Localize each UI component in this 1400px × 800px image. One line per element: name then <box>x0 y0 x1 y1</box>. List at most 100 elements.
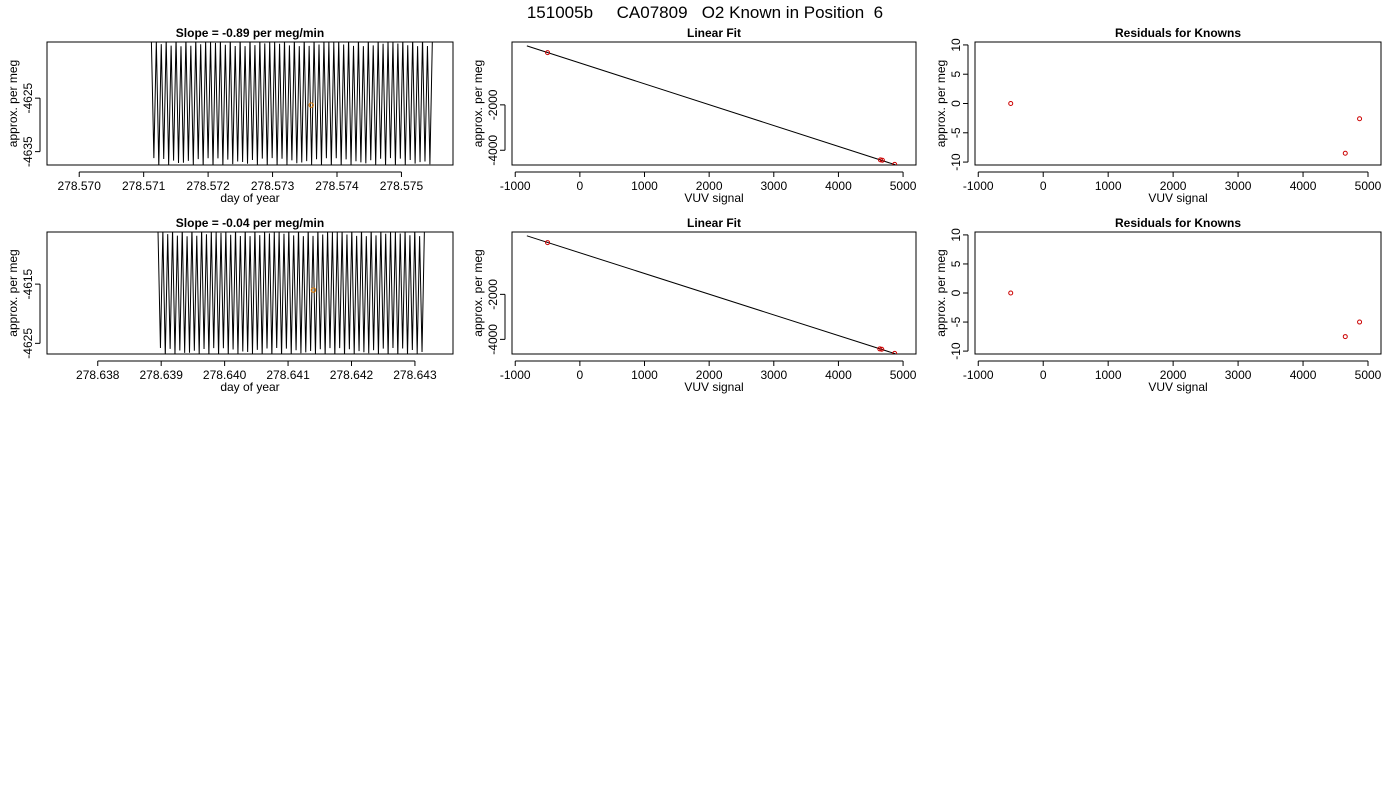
x-tick-label: 278.570 <box>58 179 102 193</box>
data-point <box>545 50 551 56</box>
x-tick-label: -1000 <box>500 368 531 382</box>
y-tick-label: 10 <box>949 228 963 242</box>
x-tick-label: 2000 <box>1160 368 1187 382</box>
fit-line <box>526 45 896 165</box>
x-tick-label: 2000 <box>696 368 723 382</box>
y-tick-label: -4625 <box>21 328 35 359</box>
x-tick-label: 5000 <box>1355 368 1382 382</box>
signal-trace <box>150 42 433 165</box>
x-tick-label: 1000 <box>631 368 658 382</box>
y-tick-label: 0 <box>949 289 963 296</box>
x-axis-label: VUV signal <box>1148 380 1207 394</box>
data-point <box>1357 116 1363 122</box>
data-point <box>1342 334 1348 340</box>
x-axis-label: day of year <box>220 380 279 394</box>
x-tick-label: 278.642 <box>330 368 374 382</box>
y-axis-label: approx. per meg <box>471 60 485 147</box>
x-tick-label: 278.574 <box>315 179 359 193</box>
plot-frame <box>974 41 1382 166</box>
data-point <box>1008 101 1014 106</box>
x-tick-label: 0 <box>577 368 584 382</box>
x-tick-label: 1000 <box>1095 368 1122 382</box>
x-tick-label: 1000 <box>631 179 658 193</box>
x-axis-label: VUV signal <box>684 191 743 205</box>
panel-6: Residuals for Knowns -1000 0 1000 2000 3000 40… <box>934 216 1382 394</box>
panel-title: Residuals for Knowns <box>1115 26 1241 40</box>
x-tick-label: 278.638 <box>76 368 120 382</box>
data-point <box>879 157 885 163</box>
panel-title: Slope = -0.04 per meg/min <box>176 216 324 230</box>
x-tick-label: 0 <box>577 179 584 193</box>
y-tick-label: -2000 <box>486 279 500 310</box>
panel-title: Residuals for Knowns <box>1115 216 1241 230</box>
x-tick-label: 4000 <box>825 179 852 193</box>
data-point <box>892 350 898 354</box>
panel-5: Linear Fit -1000 0 1000 2000 3000 4000 5000 VUV … <box>471 216 917 394</box>
y-tick-label: -4635 <box>21 136 35 167</box>
x-axis-label: day of year <box>220 191 279 205</box>
panel-title: Slope = -0.89 per meg/min <box>176 26 324 40</box>
mean-point <box>310 287 317 293</box>
y-tick-label: -5 <box>949 316 963 327</box>
y-axis-label: approx. per meg <box>6 60 20 147</box>
plot-area <box>526 45 898 165</box>
plot-frame <box>511 231 917 355</box>
panel-1: Slope = -0.89 per meg/min 278.570 278.571 2… <box>6 26 454 205</box>
x-tick-label: 0 <box>1040 368 1047 382</box>
data-point <box>1357 319 1363 325</box>
signal-trace <box>157 232 425 354</box>
x-tick-label: -1000 <box>963 368 994 382</box>
plot-frame <box>46 231 454 355</box>
plot-area <box>1008 101 1363 156</box>
data-point <box>877 346 883 352</box>
x-tick-label: 3000 <box>1225 179 1252 193</box>
x-tick-label: -1000 <box>963 179 994 193</box>
y-tick-label: -5 <box>949 127 963 138</box>
y-tick-label: -4000 <box>486 324 500 355</box>
data-point <box>545 240 551 246</box>
x-axis-label: VUV signal <box>684 380 743 394</box>
figure-title: 151005b CA07809 O2 Known in Position 6 <box>527 3 883 22</box>
data-point <box>1008 290 1014 296</box>
plot-area <box>526 235 898 354</box>
panel-3: Residuals for Knowns -1000 0 1000 2000 3000 40… <box>934 26 1382 205</box>
plot-area <box>157 232 425 354</box>
y-tick-label: -10 <box>949 153 963 171</box>
y-tick-label: -4615 <box>21 268 35 299</box>
data-point <box>877 157 883 163</box>
plot-frame <box>511 41 917 166</box>
y-tick-label: -4000 <box>486 135 500 166</box>
x-axis-label: VUV signal <box>1148 191 1207 205</box>
x-tick-label: 278.641 <box>266 368 310 382</box>
plot-area <box>150 42 433 165</box>
x-tick-label: 4000 <box>825 368 852 382</box>
x-tick-label: 3000 <box>760 368 787 382</box>
y-tick-label: -4625 <box>21 82 35 113</box>
mean-point <box>308 102 314 108</box>
x-tick-label: 278.571 <box>122 179 166 193</box>
x-tick-label: -1000 <box>500 179 531 193</box>
y-tick-label: 5 <box>949 260 963 267</box>
data-point <box>892 161 898 165</box>
y-tick-label: -10 <box>949 342 963 360</box>
panel-2: Linear Fit -1000 0 1000 2000 3000 4000 5000 VUV … <box>471 26 917 205</box>
y-tick-label: 5 <box>949 71 963 78</box>
y-axis-label: approx. per meg <box>934 249 948 336</box>
x-tick-label: 5000 <box>890 179 917 193</box>
x-tick-label: 1000 <box>1095 179 1122 193</box>
x-tick-label: 5000 <box>890 368 917 382</box>
x-tick-label: 2000 <box>1160 179 1187 193</box>
x-tick-label: 3000 <box>1225 368 1252 382</box>
x-tick-label: 278.640 <box>203 368 247 382</box>
x-tick-label: 278.575 <box>380 179 424 193</box>
panel-title: Linear Fit <box>687 26 741 40</box>
x-tick-label: 5000 <box>1355 179 1382 193</box>
y-tick-label: -2000 <box>486 89 500 120</box>
x-tick-label: 2000 <box>696 179 723 193</box>
x-tick-label: 278.572 <box>186 179 230 193</box>
data-point <box>1342 150 1348 156</box>
panel-4: Slope = -0.04 per meg/min 278.638 278.639 2… <box>6 216 454 394</box>
fit-line <box>526 235 896 354</box>
panels: Slope = -0.89 per meg/min 278.570 278.571 2… <box>6 26 1382 394</box>
